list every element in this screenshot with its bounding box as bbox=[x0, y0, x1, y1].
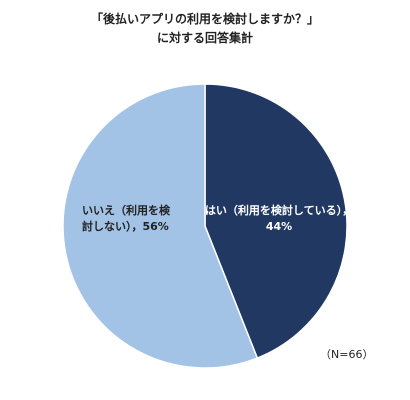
slice-label-2: いいえ（利用を検討しない），56% bbox=[82, 203, 171, 233]
chart-title: 「後払いアプリの利用を検討しますか？」 に対する回答集計 bbox=[0, 10, 410, 48]
pie-slice-1 bbox=[204, 83, 348, 360]
slice-label-1-line-2: 44% bbox=[266, 220, 292, 233]
slice-label-2-line-1: いいえ（利用を検 bbox=[82, 203, 171, 217]
slice-label-1-line-1: はい（利用を検討している）， bbox=[205, 203, 353, 217]
pie-slices bbox=[62, 83, 348, 369]
chart-title-line-1: 「後払いアプリの利用を検討しますか？」 bbox=[90, 12, 319, 26]
pie-slice-2 bbox=[62, 83, 259, 369]
chart-title-line-2: に対する回答集計 bbox=[156, 31, 253, 45]
slice-label-1: はい（利用を検討している）， 44% bbox=[205, 203, 353, 233]
slice-label-2-line-2: 討しない），56% bbox=[82, 219, 169, 233]
sample-size-note: （N=66） bbox=[320, 348, 374, 361]
pie-labels: はい（利用を検討している）， 44% いいえ（利用を検討しない），56% bbox=[82, 203, 353, 233]
